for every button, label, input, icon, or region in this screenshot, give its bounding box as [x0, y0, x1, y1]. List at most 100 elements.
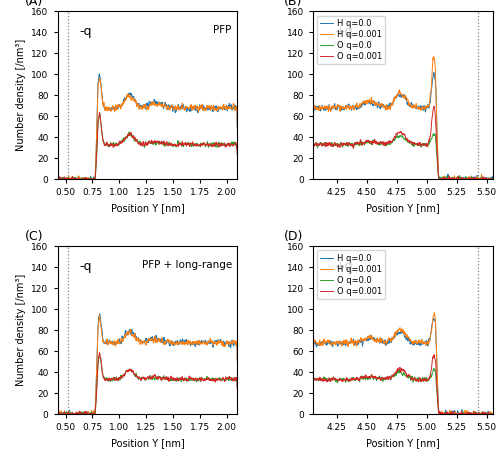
O q=0.001: [96, 110, 102, 115]
H q=0.001: [330, 341, 336, 346]
Legend: H q=0.0, H q=0.001, O q=0.0, O q=0.001: H q=0.0, H q=0.001, O q=0.0, O q=0.001: [317, 250, 386, 299]
O q=0.001: [54, 410, 60, 416]
Line: H q=0.0: H q=0.0: [312, 318, 492, 414]
O q=0.0: [386, 374, 392, 379]
Line: O q=0.0: O q=0.0: [312, 134, 492, 179]
H q=0.001: [386, 104, 392, 110]
H q=0.001: [430, 54, 436, 60]
Line: O q=0.0: O q=0.0: [58, 357, 238, 414]
H q=0.0: [386, 338, 392, 343]
O q=0.0: [466, 175, 471, 181]
H q=0.001: [54, 177, 60, 182]
H q=0.0: [132, 97, 138, 103]
O q=0.0: [182, 377, 188, 382]
H q=0.0: [490, 174, 496, 180]
H q=0.001: [310, 378, 316, 384]
H q=0.0: [210, 109, 216, 114]
O q=0.0: [446, 411, 452, 417]
Line: H q=0.001: H q=0.001: [58, 78, 238, 179]
H q=0.0: [310, 141, 316, 147]
O q=0.001: [74, 411, 80, 417]
O q=0.0: [356, 379, 362, 384]
O q=0.001: [330, 143, 336, 148]
O q=0.001: [490, 411, 496, 417]
O q=0.001: [446, 411, 452, 417]
H q=0.001: [210, 107, 216, 112]
H q=0.001: [330, 104, 336, 109]
O q=0.001: [310, 394, 316, 399]
O q=0.0: [466, 410, 471, 415]
H q=0.001: [446, 177, 452, 182]
Text: +q: +q: [334, 260, 353, 273]
H q=0.0: [182, 339, 188, 345]
O q=0.0: [234, 150, 240, 156]
H q=0.0: [96, 71, 102, 76]
H q=0.001: [234, 123, 240, 128]
H q=0.0: [430, 316, 436, 321]
O q=0.0: [386, 139, 392, 145]
H q=0.0: [234, 357, 240, 363]
O q=0.001: [234, 386, 240, 392]
H q=0.0: [54, 176, 60, 181]
O q=0.001: [356, 142, 362, 147]
O q=0.0: [446, 175, 452, 181]
O q=0.001: [210, 142, 216, 147]
O q=0.0: [490, 411, 496, 417]
H q=0.001: [490, 177, 496, 182]
H q=0.0: [74, 177, 80, 182]
O q=0.001: [102, 143, 107, 148]
H q=0.001: [432, 310, 438, 315]
H q=0.001: [102, 105, 107, 111]
O q=0.0: [210, 375, 216, 381]
H q=0.0: [437, 411, 443, 417]
O q=0.001: [190, 142, 196, 147]
O q=0.0: [102, 376, 107, 382]
O q=0.001: [438, 411, 444, 416]
O q=0.001: [54, 177, 60, 182]
H q=0.0: [310, 375, 316, 381]
H q=0.001: [190, 339, 196, 344]
H q=0.0: [446, 411, 452, 417]
H q=0.001: [56, 411, 62, 417]
O q=0.001: [102, 377, 107, 382]
O q=0.0: [490, 176, 496, 181]
Text: PFP + long-range: PFP + long-range: [142, 260, 232, 270]
H q=0.001: [183, 341, 189, 346]
O q=0.001: [234, 152, 240, 157]
H q=0.0: [490, 411, 496, 417]
O q=0.0: [330, 142, 336, 148]
H q=0.0: [132, 333, 138, 338]
O q=0.0: [437, 177, 443, 182]
H q=0.0: [234, 125, 240, 130]
O q=0.0: [437, 411, 443, 417]
O q=0.001: [96, 350, 102, 355]
Y-axis label: Number density [/nm³]: Number density [/nm³]: [16, 274, 26, 386]
H q=0.001: [74, 411, 80, 416]
O q=0.0: [96, 354, 102, 359]
O q=0.0: [182, 142, 188, 147]
O q=0.0: [54, 177, 60, 182]
H q=0.0: [96, 311, 102, 317]
Text: -q: -q: [79, 25, 92, 38]
H q=0.001: [234, 358, 240, 364]
O q=0.0: [74, 411, 80, 417]
O q=0.0: [96, 112, 102, 117]
H q=0.001: [436, 177, 442, 182]
H q=0.0: [74, 411, 80, 417]
O q=0.0: [310, 392, 316, 398]
Line: H q=0.0: H q=0.0: [58, 314, 238, 414]
O q=0.0: [430, 131, 436, 136]
H q=0.001: [96, 75, 102, 81]
H q=0.0: [438, 177, 444, 182]
O q=0.001: [74, 177, 80, 182]
H q=0.0: [356, 105, 362, 110]
H q=0.001: [386, 336, 392, 341]
O q=0.001: [182, 140, 188, 145]
O q=0.001: [386, 374, 392, 380]
Line: H q=0.0: H q=0.0: [312, 72, 492, 179]
Line: O q=0.001: O q=0.001: [58, 112, 238, 179]
O q=0.001: [310, 159, 316, 165]
O q=0.0: [438, 411, 444, 416]
H q=0.0: [102, 340, 107, 346]
H q=0.001: [446, 411, 452, 416]
